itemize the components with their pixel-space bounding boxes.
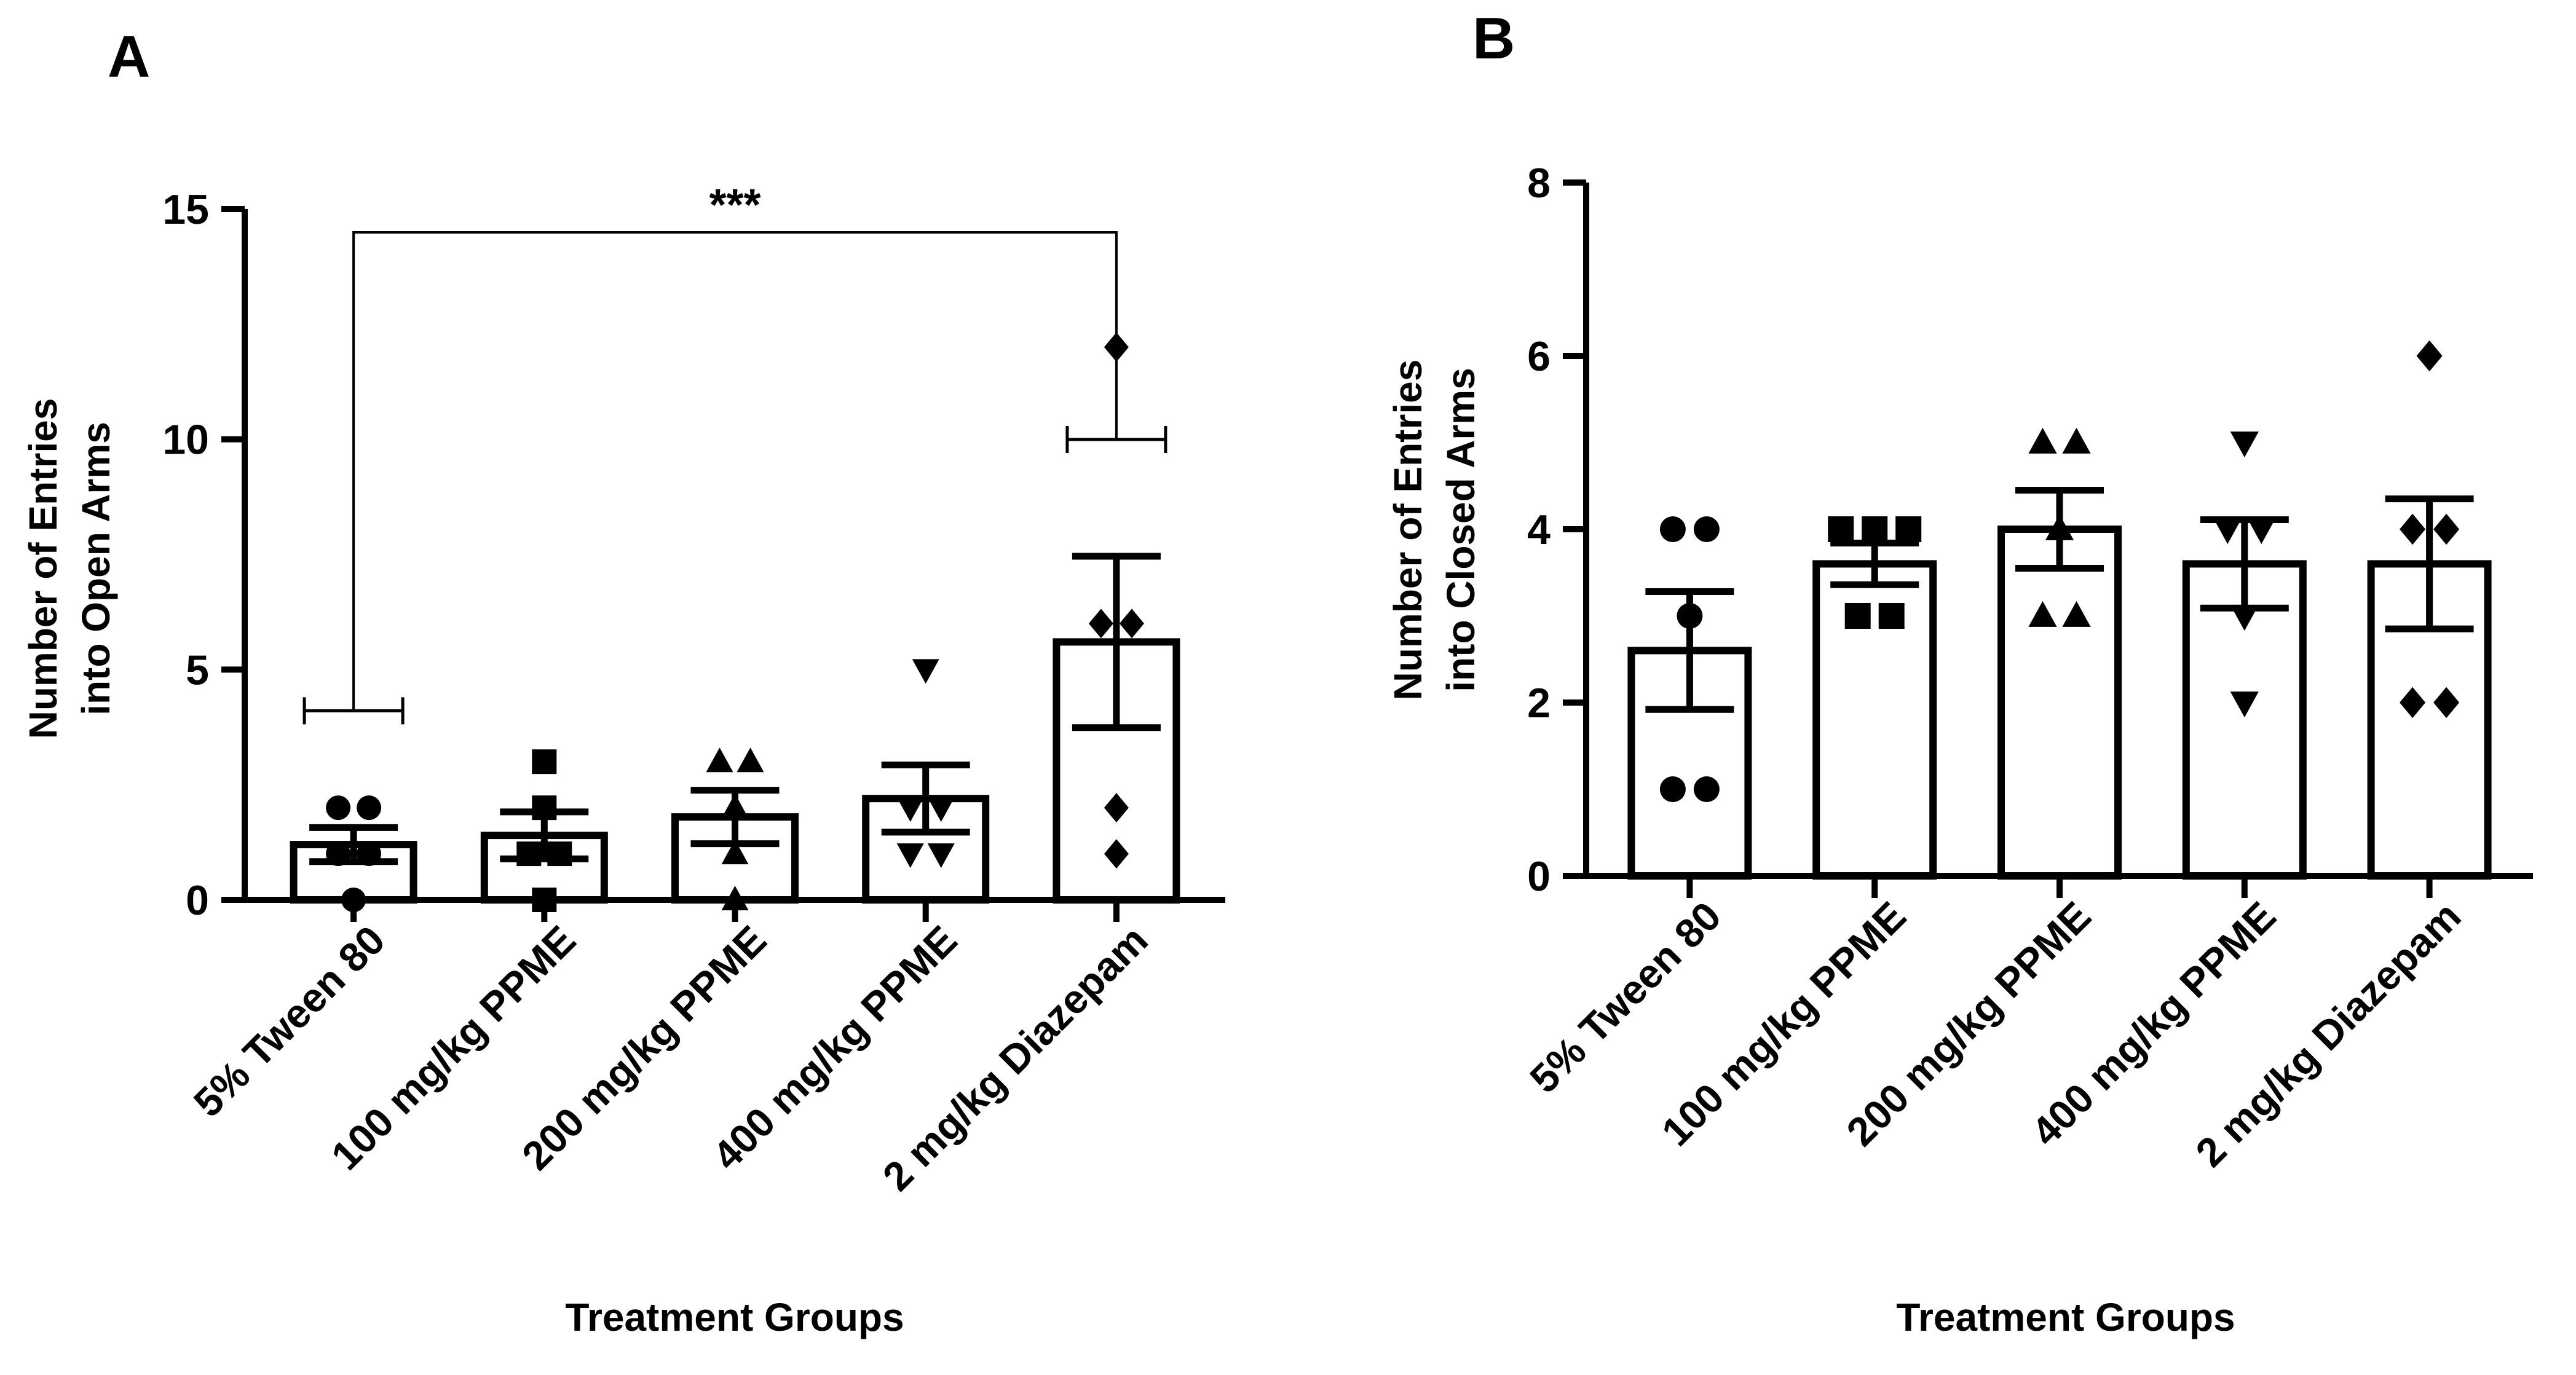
chart-a-data-point (1104, 839, 1129, 869)
chart-b-data-point (2028, 427, 2057, 454)
chart-b-y-label-line1: Number of Entries (1386, 360, 1430, 701)
chart-a-y-tick-label: 5 (186, 647, 209, 693)
chart-a-data-point (721, 840, 749, 865)
chart-a-data-point (341, 888, 366, 912)
chart-a-data-point (927, 797, 955, 822)
chart-a-data-point (896, 843, 924, 869)
chart-b-data-point (2247, 518, 2276, 545)
chart-a-data-point (1119, 609, 1144, 639)
chart-a-data-point (737, 747, 764, 773)
chart-a-y-label-line1: Number of Entries (21, 398, 65, 739)
chart-b-bar (1812, 560, 1937, 880)
chart-b-data-point (2213, 518, 2242, 545)
chart-a-y-tick-label: 0 (186, 877, 209, 924)
chart-a-y-label-line2: into Open Arms (74, 422, 118, 715)
chart-b-data-point (1659, 776, 1686, 802)
chart-b-data-point (2416, 340, 2443, 372)
chart-b-data-point (2062, 427, 2091, 454)
chart-b-y-tick-label: 8 (1527, 160, 1551, 207)
chart-a-data-point (532, 795, 557, 821)
chart-b-data-point (1677, 603, 1703, 629)
panel-label-b: B (1472, 6, 1515, 71)
chart-a-significance-label: *** (709, 181, 761, 230)
chart-b-data-point (2230, 605, 2259, 631)
chart-b-y-tick-label: 0 (1527, 853, 1551, 900)
chart-b-data-point (2062, 601, 2091, 627)
chart-a-y-tick-label: 10 (162, 417, 209, 463)
chart-a-data-point (357, 841, 382, 867)
panel-label-a: A (108, 24, 150, 90)
chart-a-data-point (532, 749, 557, 774)
chart-b-data-point (1862, 516, 1888, 542)
chart-b-data-point (1828, 516, 1854, 542)
chart-b-data-point (2230, 431, 2259, 458)
chart-a-significance-bracket (352, 231, 1118, 711)
chart-a-data-point (1088, 609, 1113, 639)
chart-a-data-point (326, 841, 351, 867)
chart-b-y-label-line2: into Closed Arms (1439, 368, 1483, 691)
chart-b-y-label: Number of Entries into Closed Arms (1386, 360, 1483, 701)
chart-a-data-point (547, 841, 572, 867)
chart-a-data-point (721, 886, 749, 910)
chart-a-category-label: 5% Tween 80 (185, 917, 393, 1125)
chart-a-data-point (1104, 793, 1129, 823)
chart-a-data-point (516, 841, 542, 867)
chart-b-data-point (2433, 687, 2460, 719)
chart-b-data-point (1659, 516, 1686, 542)
chart-b-y-tick-label: 2 (1527, 680, 1551, 727)
chart-b-data-point (2045, 514, 2074, 540)
chart-a-y-label: Number of Entries into Open Arms (21, 398, 118, 739)
chart-b-x-label: Treatment Groups (1896, 1295, 2235, 1339)
chart-b-data-point (2433, 513, 2460, 545)
chart-b-bar (1997, 526, 2122, 880)
chart-a-data-point (326, 795, 351, 821)
chart-b-category-label: 5% Tween 80 (1521, 893, 1729, 1101)
chart-a-data-point (927, 843, 955, 869)
chart-b-data-point (2400, 513, 2426, 545)
chart-a-x-label: Treatment Groups (565, 1295, 904, 1339)
chart-a-data-point (706, 747, 733, 773)
chart-b-y-tick-label: 6 (1527, 333, 1551, 380)
chart-a-data-point (912, 659, 939, 684)
chart-b-data-point (2230, 691, 2259, 718)
chart-a-y-tick-label: 15 (162, 186, 209, 233)
chart-b-data-point (1895, 516, 1922, 542)
chart-b-data-point (2400, 687, 2426, 719)
chart-b-data-point (1693, 776, 1720, 802)
chart-b-data-point (1878, 603, 1905, 629)
chart-a-data-point (357, 795, 382, 821)
chart-a-data-point (721, 794, 749, 819)
chart-a-data-point (896, 797, 924, 822)
chart-b-data-point (1693, 516, 1720, 542)
chart-b-bar (2182, 560, 2307, 880)
chart-b-y-tick-label: 4 (1527, 506, 1551, 553)
chart-b-data-point (1844, 603, 1871, 629)
chart-a-data-point (532, 888, 557, 912)
chart-b-data-point (2028, 601, 2057, 627)
